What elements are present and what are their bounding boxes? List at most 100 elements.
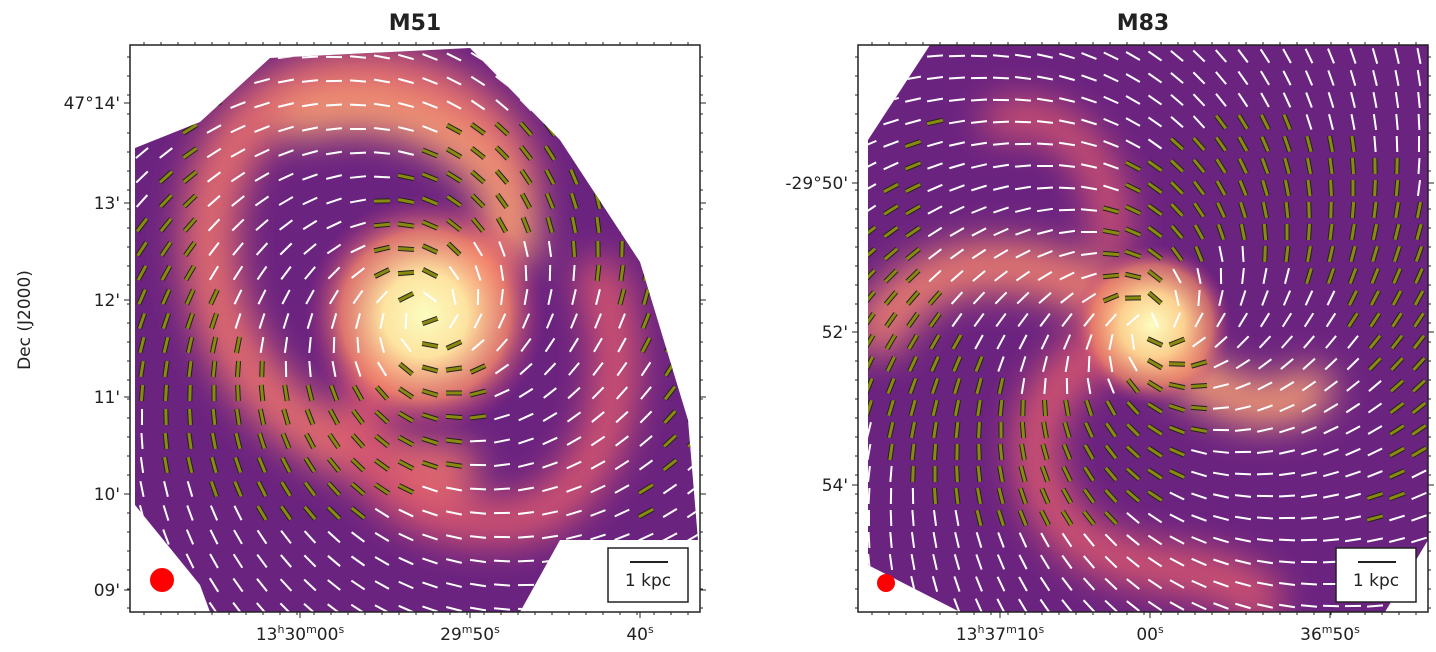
polarization-vector [261,385,263,401]
polarization-vector [692,265,695,281]
tick-number: 50 [1332,625,1354,645]
polarization-vector [646,241,647,257]
polarization-vector [1367,605,1383,606]
polarization-vector [350,80,366,81]
galaxy-image [858,45,1428,614]
polarization-vector [667,74,673,89]
polarization-vector [1309,202,1310,218]
polarization-vector [861,119,876,124]
polarization-vector [1089,356,1090,372]
x-tick-label: 29m50s [440,623,500,645]
polarization-vector [667,314,673,329]
polarization-vector [618,74,626,88]
polarization-vector [934,488,935,504]
polarization-vector [374,177,390,178]
tick-number: 00 [317,625,339,645]
polarization-vector [593,51,602,64]
y-tick-label: 13' [94,194,120,214]
polarization-vector [566,584,582,586]
polarization-vector [566,559,582,562]
polarization-vector [237,361,238,377]
polarization-vector [621,217,622,233]
polarization-vector [646,241,647,257]
polarization-vector [693,169,695,185]
polarization-vector [1323,606,1339,607]
polarization-vector [1059,188,1075,189]
polarization-vector [545,99,555,111]
polarization-vector [542,584,558,585]
tick-number: 36 [1300,625,1322,645]
polarization-vector [621,193,624,209]
polarization-vector [570,122,578,136]
polarization-vector [183,101,197,109]
unit-superscript: s [648,623,654,636]
polarization-vector [1286,246,1288,262]
polarization-vector [1331,180,1332,196]
polarization-vector [446,416,462,417]
polarization-vector [1235,474,1251,475]
polarization-vector [691,314,697,329]
polarization-vector [1301,584,1317,585]
polarization-vector [139,554,145,569]
y-tick-label: 52' [822,323,848,343]
polarization-vector [690,338,697,352]
polarization-vector [139,578,145,593]
polarization-vector [1286,202,1288,218]
polarization-vector [644,169,647,185]
tick-number: 00 [1136,625,1158,645]
polarization-vector [1374,136,1375,152]
polarization-vector [949,77,965,78]
polarization-vector [668,145,672,161]
polarization-vector [1257,517,1273,518]
unit-superscript: m [462,623,473,636]
polarization-vector [1103,253,1119,254]
polarization-vector [595,169,600,184]
polarization-vector [666,50,673,64]
polarization-vector [662,606,677,611]
polarization-vector [163,554,169,569]
polarization-vector [166,385,167,401]
polarization-vector [1279,561,1295,562]
unit-superscript: s [1038,623,1044,636]
polarization-vector [687,582,702,589]
polarization-vector [213,409,215,425]
polarization-vector [1418,158,1419,174]
polarization-vector [891,510,892,526]
polarization-vector [159,101,173,109]
polarization-vector [861,76,876,80]
polarization-vector [520,76,532,87]
tick-number: 37 [984,625,1006,645]
polarization-vector [690,362,698,376]
polarization-vector [570,122,578,136]
tick-number: 50 [472,625,494,645]
tick-number: 13 [956,625,978,645]
polarization-vector [190,409,191,425]
polarization-vector [621,193,624,209]
polarization-vector [669,241,670,257]
polarization-vector [993,78,1009,79]
polarization-vector [619,122,625,137]
polarization-vector [861,54,877,57]
polarization-vector [1375,180,1376,196]
polarization-vector [590,583,606,586]
scale-bar-label: 1 kpc [1353,571,1399,591]
polarization-vector [518,536,534,537]
polarization-vector [398,248,414,249]
y-tick-label: 10' [94,485,120,505]
tick-number: 40 [626,625,648,645]
polarization-vector [350,153,366,154]
panel: M51 1 kpc 47°14'13'12'11'10'09'13h30m00s… [64,11,706,645]
polarization-vector [135,77,149,85]
polarization-vector [618,50,627,63]
polarization-vector [668,289,672,304]
tick-number: 30 [284,625,306,645]
unit-superscript: s [1158,623,1164,636]
polarization-vector [1059,210,1075,211]
polarization-vector [1015,165,1031,166]
polarization-vector [620,169,624,184]
polarization-vector [692,265,695,281]
beam [150,568,174,592]
polarization-vector [620,169,624,184]
polarization-vector [687,606,702,612]
polarization-vector [1015,99,1031,100]
